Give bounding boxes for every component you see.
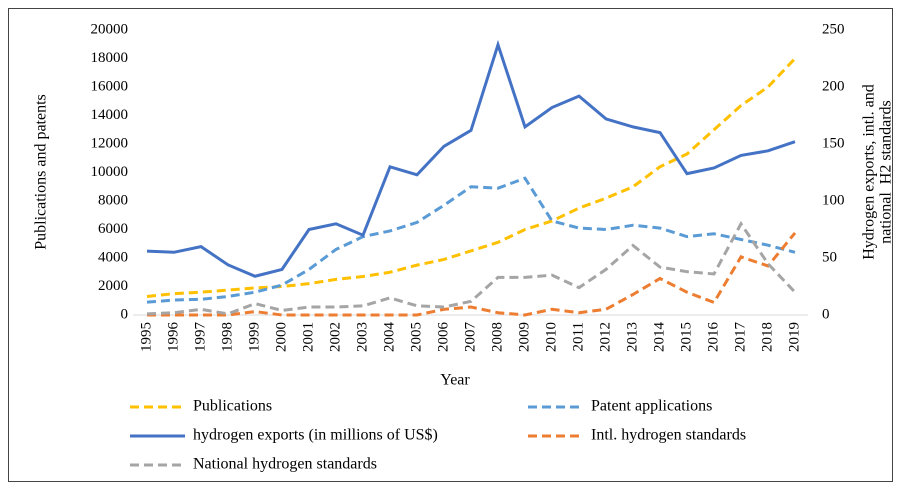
y2-axis-label: Hydrogen exports, intl. and (861, 84, 878, 260)
x-tick-label: 1999 (246, 322, 262, 352)
x-tick-label: 2002 (327, 322, 343, 352)
y2-tick-label: 50 (822, 249, 837, 265)
y2-axis-label: national H2 standards (878, 100, 895, 244)
x-tick-label: 1997 (192, 322, 208, 353)
x-tick-label: 1995 (138, 322, 154, 352)
x-tick-label: 2015 (678, 322, 694, 352)
x-tick-label: 2004 (381, 322, 397, 353)
y-tick-label: 10000 (91, 164, 129, 180)
y-tick-label: 6000 (98, 221, 128, 237)
x-tick-label: 2009 (516, 322, 532, 352)
y2-tick-label: 250 (822, 21, 845, 37)
x-tick-label: 2011 (570, 322, 586, 351)
x-axis-label: Year (440, 372, 470, 389)
y-tick-label: 12000 (91, 135, 129, 151)
x-tick-label: 2012 (597, 322, 613, 352)
y-tick-label: 0 (121, 306, 129, 322)
series-line (146, 39, 796, 278)
x-tick-label: 1996 (165, 322, 181, 353)
x-tick-label: 2005 (408, 322, 424, 352)
y2-tick-label: 200 (822, 78, 845, 94)
y2-tick-label: 0 (822, 306, 830, 322)
y2-tick-label: 100 (822, 192, 845, 208)
x-tick-label: 2014 (651, 322, 667, 353)
legend-label: Intl. hydrogen standards (591, 427, 746, 444)
chart-frame (8, 8, 893, 482)
y-tick-label: 18000 (91, 50, 129, 66)
x-tick-label: 2018 (759, 322, 775, 352)
x-tick-label: 2016 (705, 322, 721, 353)
x-tick-label: 2013 (624, 322, 640, 352)
x-tick-label: 2007 (462, 322, 478, 353)
x-tick-label: 2001 (300, 322, 316, 352)
series-line (147, 231, 797, 317)
y-axis-label: Publications and patents (33, 94, 50, 250)
x-tick-label: 2006 (435, 322, 451, 353)
y-tick-label: 16000 (91, 78, 129, 94)
legend-label: Publications (193, 398, 272, 415)
x-tick-label: 2017 (732, 322, 748, 353)
x-tick-label: 2010 (543, 322, 559, 352)
x-tick-label: 1998 (219, 322, 235, 352)
y-tick-label: 4000 (98, 249, 128, 265)
legend-label: National hydrogen standards (193, 456, 377, 473)
x-tick-label: 2019 (786, 322, 802, 352)
x-tick-label: 2000 (273, 322, 289, 352)
y-tick-label: 20000 (91, 21, 129, 37)
legend-label: hydrogen exports (in millions of US$) (193, 427, 438, 444)
series-line (146, 176, 796, 304)
x-tick-label: 2003 (354, 322, 370, 352)
x-tick-label: 2008 (489, 322, 505, 352)
y-tick-label: 14000 (91, 107, 129, 123)
series-line (146, 220, 797, 316)
y2-tick-label: 150 (822, 135, 845, 151)
series-line (146, 57, 797, 298)
y-tick-label: 2000 (98, 278, 128, 294)
legend-label: Patent applications (591, 398, 712, 415)
y-tick-label: 8000 (98, 192, 128, 208)
